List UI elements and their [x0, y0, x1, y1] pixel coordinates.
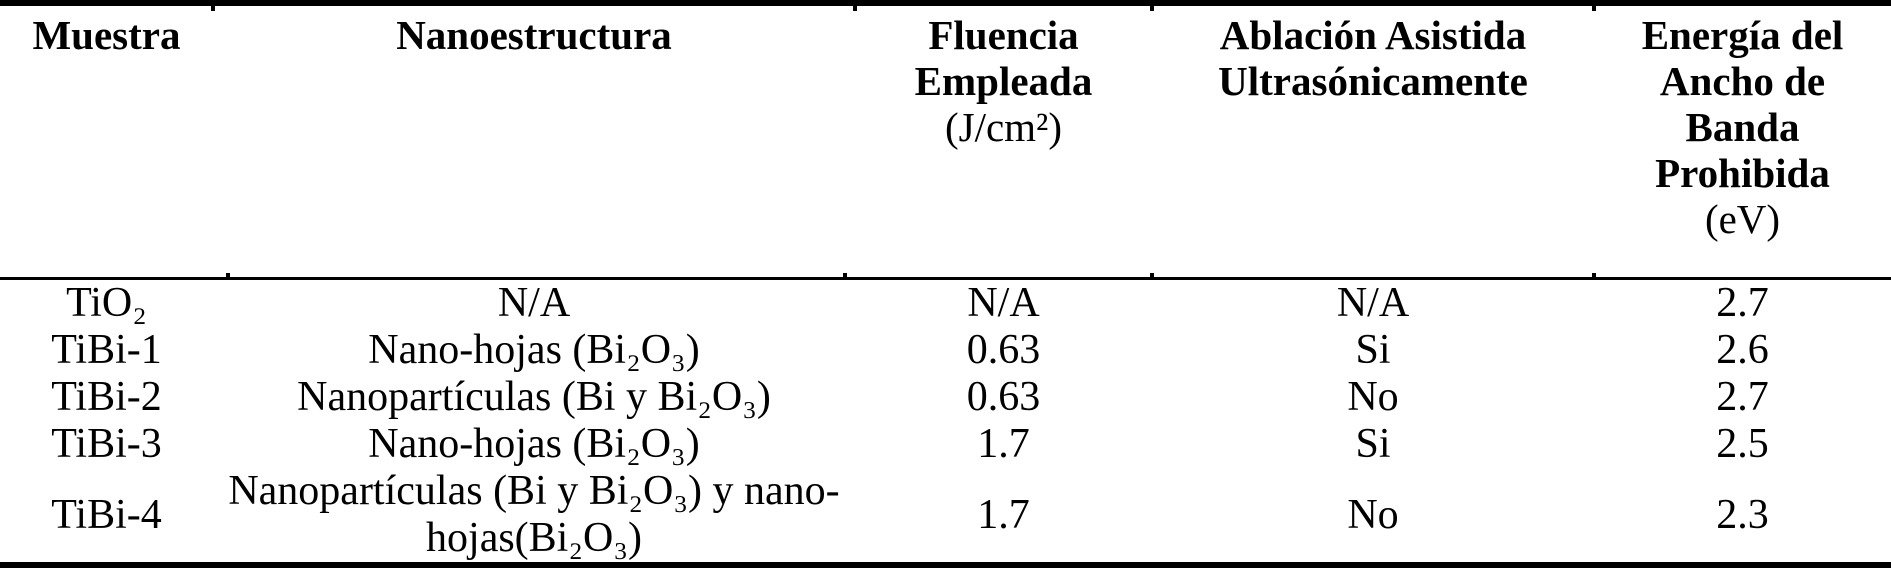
- column-boundary-tick: [843, 273, 847, 277]
- column-boundary-tick: [211, 6, 215, 11]
- column-boundary-tick: [1592, 6, 1596, 11]
- cell-muestra: TiBi-4: [51, 491, 162, 538]
- table-top-border: [0, 0, 1891, 11]
- column-boundary-tick: [1150, 6, 1154, 11]
- table-row-tibi1: TiBi-1 Nano-hojas (Bi₂O₃) 0.63 Si 2.6: [0, 327, 1891, 374]
- cell-ablacion: N/A: [1336, 280, 1410, 326]
- cell-fluencia: 1.7: [977, 421, 1030, 467]
- header-label: Nanoestructura: [396, 12, 672, 58]
- cell-ablacion: Si: [1355, 327, 1391, 373]
- header-cell-muestra: Muestra: [0, 6, 213, 58]
- cell-fluencia: 0.63: [966, 374, 1041, 420]
- column-boundary-tick: [226, 273, 230, 277]
- header-label: Muestra: [32, 12, 181, 58]
- table-row-tibi4: TiBi-4 Nanopartículas (Bi y Bi₂O₃) y nan…: [0, 468, 1891, 562]
- column-boundary-tick: [1592, 273, 1596, 277]
- table-header-row: Muestra Nanoestructura Fluencia Empleada…: [0, 6, 1891, 277]
- cell-fluencia: 1.7: [977, 491, 1030, 538]
- cell-energia: 2.6: [1716, 327, 1769, 373]
- cell-ablacion: Si: [1355, 421, 1391, 467]
- cell-nanoestructura: Nano-hojas (Bi₂O₃): [368, 421, 700, 467]
- header-label: Prohibida: [1655, 150, 1830, 196]
- header-label: Ultrasónicamente: [1218, 58, 1528, 104]
- cell-ablacion: No: [1347, 374, 1399, 420]
- header-cell-ablacion: Ablación Asistida Ultrasónicamente: [1152, 6, 1594, 104]
- header-cell-fluencia: Fluencia Empleada (J/cm²): [855, 6, 1152, 150]
- header-label: Empleada: [914, 58, 1093, 104]
- cell-muestra: TiBi-3: [51, 421, 162, 467]
- header-label: Ancho de: [1659, 58, 1826, 104]
- header-label: Ablación Asistida: [1219, 12, 1527, 58]
- cell-muestra: TiO₂: [66, 280, 147, 326]
- cell-energia: 2.3: [1716, 491, 1769, 538]
- table-row-tio2: TiO₂ N/A N/A N/A 2.7: [0, 280, 1891, 327]
- cell-nanoestructura: N/A: [497, 280, 571, 326]
- header-cell-nanoestructura: Nanoestructura: [213, 6, 855, 58]
- header-cell-energia: Energía del Ancho de Banda Prohibida (eV…: [1594, 6, 1891, 242]
- cell-fluencia: N/A: [967, 280, 1040, 326]
- header-label: Fluencia: [928, 12, 1079, 58]
- cell-nanoestructura: Nano-hojas (Bi₂O₃): [368, 327, 700, 373]
- table-row-tibi2: TiBi-2 Nanopartículas (Bi y Bi₂O₃) 0.63 …: [0, 374, 1891, 421]
- header-unit: (eV): [1704, 196, 1781, 242]
- header-label: Energía del: [1641, 12, 1844, 58]
- column-boundary-tick: [853, 6, 857, 11]
- header-unit: (J/cm²): [944, 104, 1063, 150]
- cell-energia: 2.5: [1716, 421, 1769, 467]
- cell-energia: 2.7: [1716, 280, 1769, 326]
- cell-energia: 2.7: [1716, 374, 1769, 420]
- table-bottom-border: [0, 562, 1891, 568]
- cell-muestra: TiBi-1: [51, 327, 162, 373]
- cell-ablacion: No: [1347, 491, 1399, 538]
- table-row-tibi3: TiBi-3 Nano-hojas (Bi₂O₃) 1.7 Si 2.5: [0, 421, 1891, 468]
- cell-nanoestructura: Nanopartículas (Bi y Bi₂O₃): [297, 374, 771, 420]
- header-label: Banda: [1685, 104, 1800, 150]
- cell-muestra: TiBi-2: [51, 374, 162, 420]
- table-header-separator: [0, 273, 1891, 280]
- cell-nanoestructura: Nanopartículas (Bi y Bi₂O₃) y nano-hojas…: [228, 468, 840, 561]
- cell-fluencia: 0.63: [966, 327, 1041, 373]
- column-boundary-tick: [1150, 273, 1154, 277]
